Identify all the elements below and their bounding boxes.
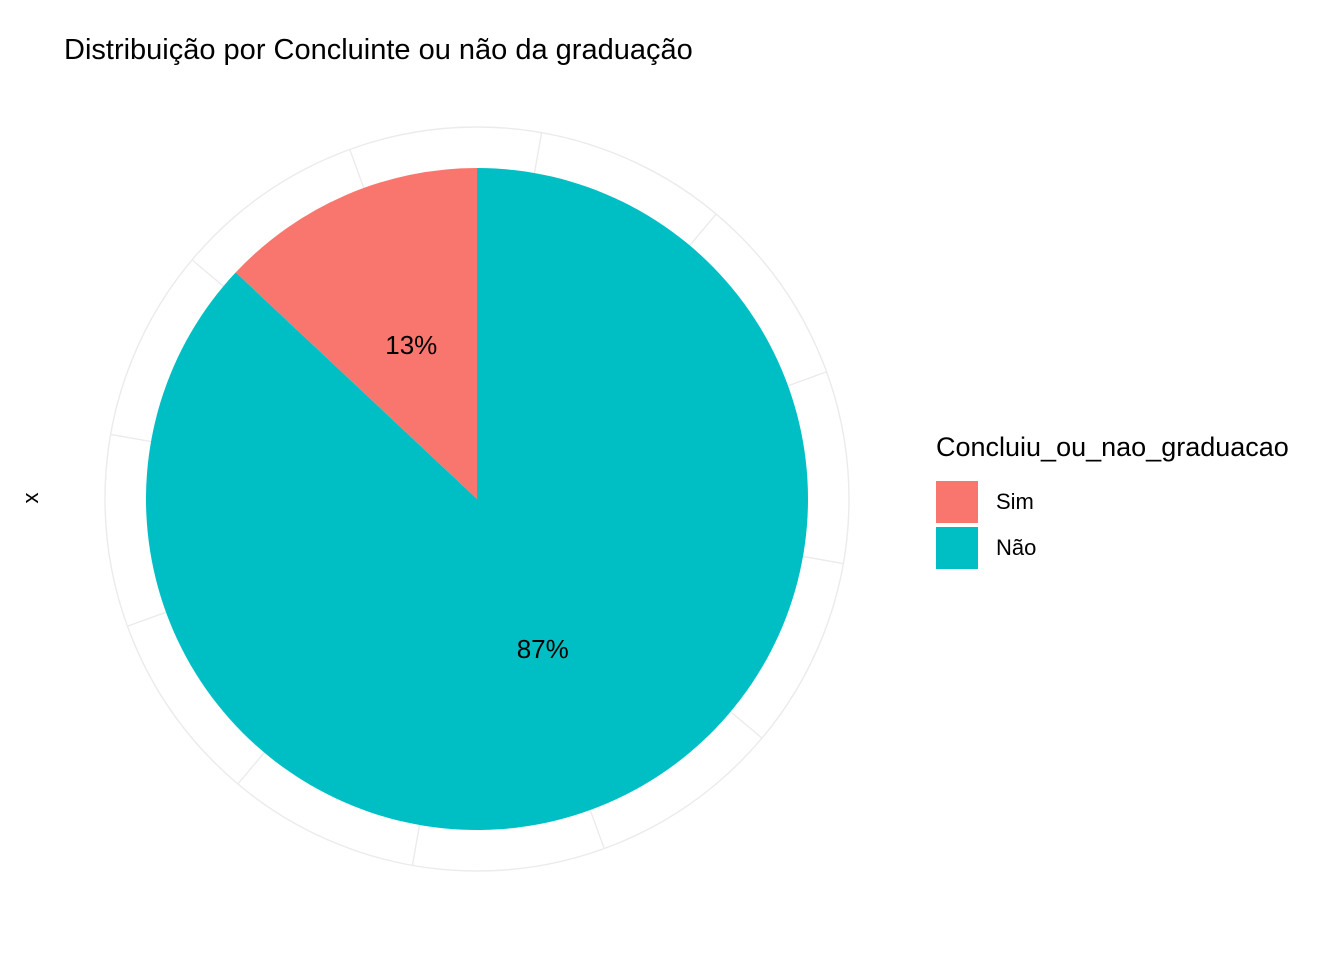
legend-swatch-sim — [936, 481, 978, 523]
legend-label-sim: Sim — [996, 489, 1034, 514]
pie-slice-sim — [235, 168, 477, 499]
legend-item-nao: Não — [936, 525, 1289, 571]
legend: Concluiu_ou_nao_graduacao Sim Não — [936, 432, 1289, 571]
legend-swatch-nao — [936, 527, 978, 569]
polar-grid-circle — [104, 126, 850, 872]
slice-label-1: 87% — [517, 634, 569, 664]
slice-label-0: 13% — [385, 330, 437, 360]
chart-title: Distribuição por Concluinte ou não da gr… — [64, 34, 693, 66]
legend-title: Concluiu_ou_nao_graduacao — [936, 432, 1289, 462]
legend-label-nao: Não — [996, 535, 1037, 560]
pie-slice-nao — [145, 168, 809, 830]
legend-item-sim: Sim — [936, 479, 1289, 525]
